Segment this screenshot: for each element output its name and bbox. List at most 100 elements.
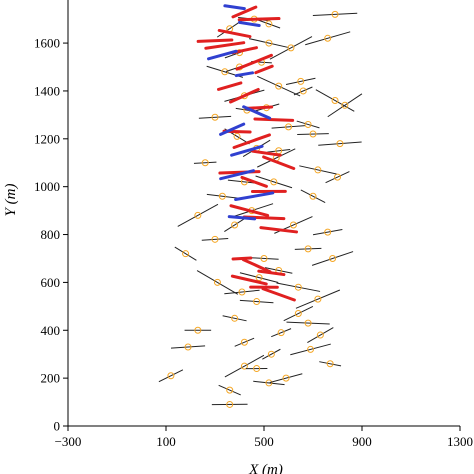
- segment-mark: [227, 215, 257, 221]
- circle-point: [324, 228, 332, 236]
- circle-point: [316, 331, 324, 339]
- segment-mark: [254, 64, 274, 75]
- segment-mark: [327, 93, 363, 118]
- circle-point: [265, 379, 273, 387]
- circle-point: [267, 350, 275, 358]
- segment-mark: [234, 71, 255, 78]
- circle-point: [324, 34, 332, 42]
- segment-mark: [219, 122, 246, 136]
- segment-mark: [229, 204, 270, 217]
- segment-mark: [229, 87, 260, 104]
- circle-point: [331, 97, 339, 105]
- y-tick-label: 600: [41, 275, 61, 290]
- x-tick-label: −300: [55, 434, 82, 449]
- segment-mark: [319, 361, 342, 367]
- circle-point: [265, 39, 273, 47]
- segment-mark: [177, 203, 219, 227]
- segment-mark: [269, 36, 313, 60]
- segment-mark: [217, 28, 252, 39]
- segment-mark: [318, 141, 362, 146]
- segment-mark: [262, 155, 296, 171]
- segment-mark: [218, 384, 241, 396]
- circle-point: [331, 10, 339, 18]
- segment-mark: [271, 125, 306, 129]
- circle-point: [277, 329, 285, 337]
- circle-point: [270, 178, 278, 186]
- circle-point: [334, 173, 341, 181]
- segment-mark: [312, 229, 343, 236]
- segment-mark: [283, 305, 314, 322]
- segment-mark: [170, 345, 206, 349]
- circle-point: [297, 77, 305, 85]
- circle-point: [233, 132, 241, 140]
- segment-mark: [276, 282, 321, 292]
- circle-point: [314, 295, 322, 303]
- segment-mark: [198, 115, 232, 119]
- segment-mark: [257, 269, 286, 277]
- segment-mark: [224, 289, 260, 295]
- segment-mark: [257, 75, 301, 97]
- circle-point: [294, 283, 302, 291]
- segment-mark: [223, 4, 246, 11]
- segment-mark: [286, 321, 330, 325]
- circle-point: [211, 235, 219, 243]
- circle-point: [329, 254, 337, 262]
- segment-mark: [206, 193, 238, 199]
- circle-point: [336, 140, 344, 148]
- circle-point: [211, 113, 219, 121]
- y-tick-label: 1600: [34, 36, 60, 51]
- segment-mark: [234, 191, 275, 202]
- segment-mark: [219, 169, 255, 181]
- circle-point: [238, 288, 246, 296]
- y-tick-label: 1000: [34, 179, 60, 194]
- segment-mark: [325, 171, 350, 184]
- segment-mark: [232, 133, 271, 149]
- segment-mark: [242, 105, 272, 120]
- segment-mark: [196, 270, 239, 295]
- y-tick-label: 1400: [34, 83, 60, 98]
- segment-mark: [269, 373, 303, 384]
- x-tick-label: 1300: [447, 434, 473, 449]
- segment-mark: [296, 120, 320, 129]
- circle-point: [226, 386, 234, 394]
- segment-mark: [253, 117, 295, 122]
- segment-mark: [264, 267, 293, 274]
- segment-mark: [217, 81, 243, 91]
- segment-mark: [315, 89, 355, 112]
- circle-point: [194, 211, 202, 219]
- segment-mark: [297, 133, 329, 135]
- segment-mark: [193, 161, 217, 164]
- segment-mark: [285, 77, 316, 86]
- circle-point: [240, 338, 248, 346]
- circle-point: [326, 360, 334, 368]
- y-tick-label: 400: [41, 323, 61, 338]
- segment-mark: [222, 315, 247, 322]
- circle-point: [201, 159, 209, 167]
- circle-point: [309, 192, 317, 200]
- segment-mark: [262, 348, 281, 360]
- y-tick-label: 800: [41, 227, 61, 242]
- circle-point: [253, 298, 261, 306]
- circle-point: [304, 120, 312, 128]
- segment-mark: [261, 287, 296, 302]
- circle-point: [226, 400, 234, 408]
- y-tick-label: 1200: [34, 131, 60, 146]
- circle-point: [307, 345, 315, 353]
- segment-mark: [253, 380, 285, 386]
- segment-mark: [248, 38, 289, 49]
- segment-mark: [295, 289, 341, 309]
- segment-mark: [290, 343, 331, 356]
- circle-point: [213, 278, 221, 286]
- circle-point: [285, 123, 292, 131]
- segment-mark: [231, 256, 253, 261]
- segment-mark: [231, 5, 258, 19]
- segment-mark: [201, 237, 229, 241]
- segment-mark: [293, 86, 313, 96]
- circle-point: [341, 101, 349, 109]
- circle-point: [265, 20, 273, 28]
- circle-point: [253, 365, 261, 373]
- segment-mark: [158, 369, 184, 383]
- segment-mark: [196, 38, 234, 43]
- segment-mark: [312, 12, 358, 17]
- circle-point: [275, 82, 283, 90]
